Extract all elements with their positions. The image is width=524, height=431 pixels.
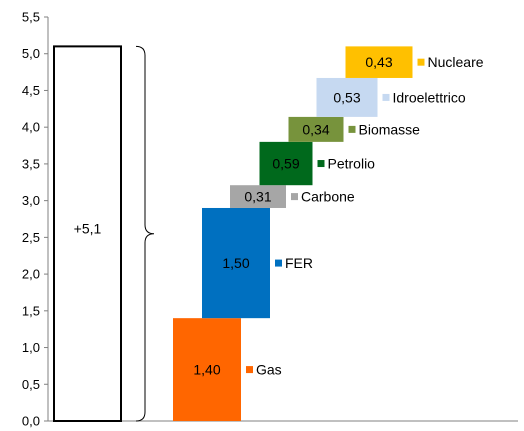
legend-swatch bbox=[417, 58, 425, 66]
bar-gas bbox=[173, 318, 241, 421]
legend-label: Nucleare bbox=[428, 54, 484, 70]
legend-label: FER bbox=[285, 255, 313, 271]
bar-value-label: 0,34 bbox=[302, 121, 329, 137]
legend-swatch bbox=[291, 193, 298, 201]
y-tick-label: 4,0 bbox=[22, 120, 40, 135]
bar-value-label: 1,40 bbox=[193, 362, 220, 378]
legend-label: Petrolio bbox=[328, 156, 376, 172]
bar-petrolio bbox=[259, 141, 313, 186]
total-group: +5,1 bbox=[53, 45, 155, 423]
y-tick-label: 2,5 bbox=[22, 230, 40, 245]
bars-group: 1,40 Gas 1,50 FER 0,31 Carbone 0,59 Petrolio 0,3… bbox=[173, 46, 484, 421]
bar-idroelettrico bbox=[316, 77, 378, 117]
bar-fer bbox=[202, 207, 270, 319]
y-tick-label: 3,0 bbox=[22, 193, 40, 208]
y-tick-label: 5,0 bbox=[22, 46, 40, 61]
bar-value-label: 1,50 bbox=[222, 255, 249, 271]
legend-swatch bbox=[348, 125, 356, 133]
total-value-label: +5,1 bbox=[74, 221, 102, 237]
legend-swatch bbox=[275, 259, 282, 267]
y-tick-label: 3,5 bbox=[22, 156, 40, 171]
legend-swatch bbox=[317, 160, 325, 168]
y-tick-label: 1,5 bbox=[22, 303, 40, 318]
legend-label: Carbone bbox=[301, 189, 355, 205]
legend-swatch bbox=[246, 366, 253, 374]
bar-value-label: 0,31 bbox=[244, 189, 271, 205]
bar-value-label: 0,53 bbox=[333, 89, 360, 105]
y-tick-label: 0,5 bbox=[22, 377, 40, 392]
y-tick-label: 1,0 bbox=[22, 340, 40, 355]
legend-label: Biomasse bbox=[359, 121, 421, 137]
y-tick-label: 0,0 bbox=[22, 414, 40, 429]
y-tick-label: 5,5 bbox=[22, 10, 40, 25]
bar-value-label: 0,43 bbox=[365, 54, 392, 70]
legend-label: Idroelettrico bbox=[393, 89, 466, 105]
y-axis-ticks: 0,0 0,5 1,0 1,5 2,0 2,5 3,0 3,5 4,0 4,5 5,0 5,5 bbox=[22, 10, 48, 429]
bar-biomasse bbox=[288, 116, 344, 142]
y-tick-label: 2,0 bbox=[22, 267, 40, 282]
legend-swatch bbox=[382, 93, 390, 101]
bar-carbone bbox=[230, 185, 286, 208]
y-tick-label: 4,5 bbox=[22, 83, 40, 98]
legend-label: Gas bbox=[256, 362, 282, 378]
total-brace bbox=[135, 45, 155, 422]
bar-value-label: 0,59 bbox=[272, 156, 299, 172]
bar-nucleare bbox=[345, 46, 413, 78]
total-bar bbox=[53, 45, 122, 423]
